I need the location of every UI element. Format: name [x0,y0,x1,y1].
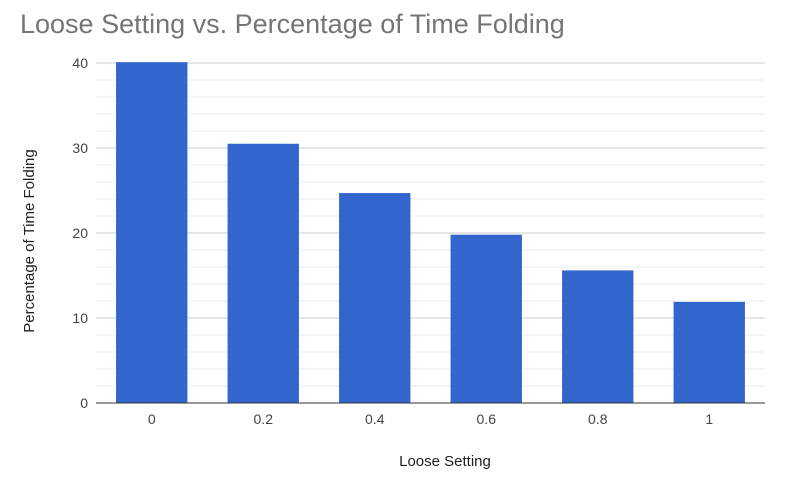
x-tick-label: 0.6 [477,411,497,427]
bar-1 [673,301,745,403]
bar-0.2 [227,143,299,403]
x-tick-label: 0 [148,411,156,427]
x-tick-label: 0.8 [588,411,608,427]
x-tick-label: 0.2 [254,411,274,427]
y-tick-label: 30 [72,140,88,156]
x-axis-label: Loose Setting [399,453,491,470]
y-tick-label: 10 [72,310,88,326]
y-tick-label: 20 [72,225,88,241]
y-tick-label: 40 [72,55,88,71]
x-axis-ticks: 0 0.2 0.4 0.6 0.8 1 [148,411,714,427]
bar-0.8 [562,270,634,403]
y-axis-ticks: 0 10 20 30 40 [72,55,88,411]
grid-lines [96,62,765,387]
bar-series [116,62,745,404]
chart-title: Loose Setting vs. Percentage of Time Fol… [20,9,565,39]
bar-0.6 [450,234,522,403]
y-axis-label: Percentage of Time Folding [21,149,38,332]
x-tick-label: 0.4 [365,411,385,427]
y-tick-label: 0 [80,395,88,411]
bar-0.4 [339,193,411,403]
bar-0 [116,62,188,404]
x-tick-label: 1 [705,411,713,427]
